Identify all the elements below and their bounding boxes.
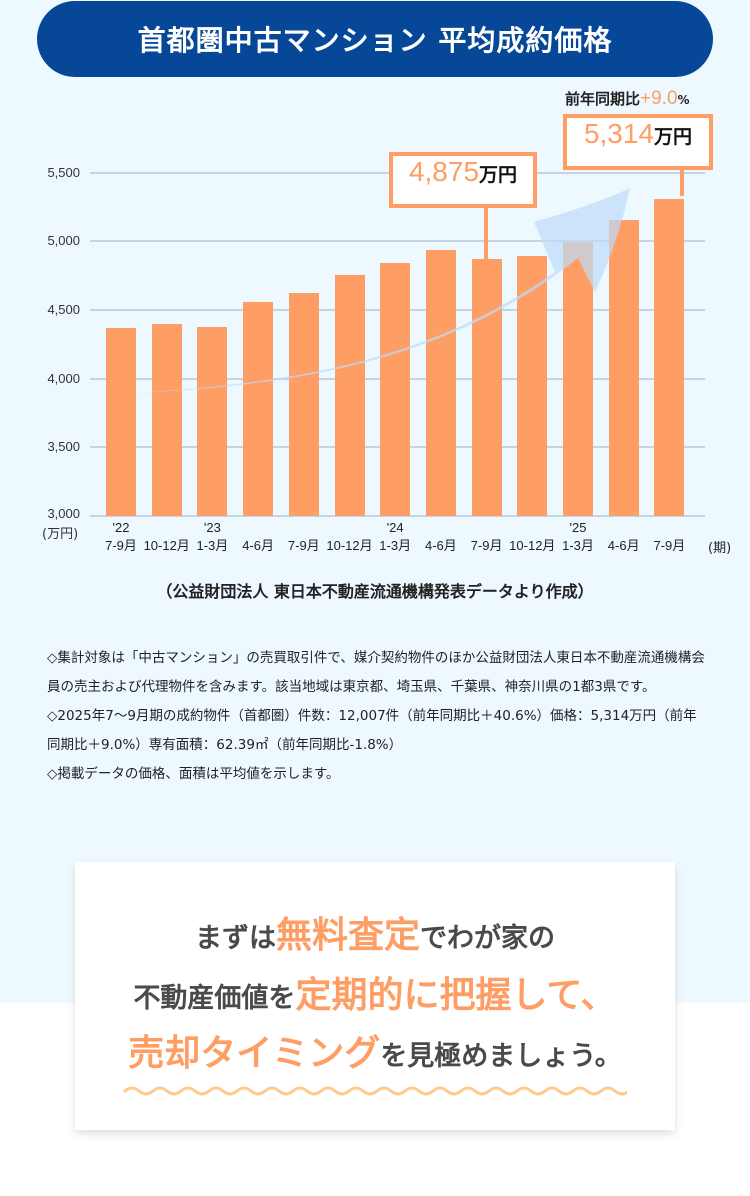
x-tick-label: 4-6月 (406, 519, 476, 555)
y-axis-unit: (万円) (42, 527, 79, 542)
source-note: （公益財団法人 東日本不動産流通機構発表データより作成） (156, 582, 594, 601)
y-tick-label: 3,000 (47, 506, 80, 521)
cta-line-2: 不動産価値を定期的に把握して、 (75, 966, 675, 1018)
x-tick-period: 1-3月 (379, 538, 412, 553)
x-tick-period: 7-9月 (653, 538, 686, 553)
bar (151, 324, 182, 516)
x-tick-period: 10-12月 (509, 538, 556, 553)
yoy-text: 前年同期比 (565, 90, 641, 108)
x-tick-label: '23 1-3月 (177, 519, 247, 555)
x-tick-period: 4-6月 (242, 538, 274, 553)
callout-unit: 万円 (479, 165, 518, 186)
x-tick-period: 7-9月 (287, 538, 320, 553)
x-tick-label: 4-6月 (223, 519, 293, 555)
yoy-value: +9.0 (640, 88, 678, 109)
bar (563, 242, 593, 516)
callout-stem (484, 204, 488, 259)
callout-4875: 4,875 万円 (389, 152, 537, 208)
x-axis-line (90, 515, 705, 517)
y-tick-label: 5,500 (47, 165, 80, 180)
x-tick-period: 1-3月 (562, 538, 594, 553)
wavy-underline-icon (123, 1086, 627, 1096)
bar (471, 259, 502, 516)
bar (517, 255, 548, 516)
x-tick-period: 10-12月 (326, 538, 373, 553)
cta-text: を見極めましょう。 (380, 1041, 622, 1072)
callout-value: 4,875 (408, 156, 480, 187)
y-tick-label: 4,500 (47, 302, 80, 317)
bar (425, 250, 456, 516)
y-tick-label: 4,000 (47, 371, 80, 386)
x-tick-period: 10-12月 (143, 538, 190, 553)
cta-highlight: 売却タイミング (128, 1033, 381, 1074)
x-tick-label: '24 1-3月 (360, 519, 430, 555)
bar (334, 274, 365, 516)
page-title: 首都圏中古マンション 平均成約価格 (37, 1, 713, 77)
y-tick-label: 5,000 (47, 233, 80, 248)
cta-line-1: まずは無料査定でわが家の (75, 906, 675, 958)
gridline (90, 240, 705, 242)
cta-line-3: 売却タイミングを見極めましょう。 (75, 1024, 675, 1076)
cta-card: まずは無料査定でわが家の 不動産価値を定期的に把握して、 売却タイミングを見極め… (75, 862, 675, 1130)
x-tick-period: 4-6月 (424, 538, 457, 553)
cta-text: まずは (194, 923, 276, 954)
callout-unit: 万円 (654, 127, 693, 148)
callout-stem (680, 166, 684, 196)
bar-chart: 5,500 5,000 4,500 4,000 3,500 3,000 (万円)… (0, 0, 750, 560)
cta-text: でわが家の (420, 923, 555, 954)
x-tick-label: 7-9月 (452, 519, 522, 555)
x-tick-year: '23 (203, 520, 221, 535)
x-tick-label: 7-9月 (634, 519, 704, 555)
bar (243, 302, 274, 516)
x-tick-year: '25 (569, 520, 587, 535)
note-item: ◇集計対象は「中古マンション」の売買取引件で、媒介契約物件のほか公益財団法人東日… (47, 650, 705, 695)
x-axis-unit: (期) (708, 541, 732, 556)
x-tick-label: 4-6月 (589, 519, 659, 555)
cta-highlight: 無料査定 (275, 915, 420, 956)
x-tick-label: '25 1-3月 (543, 519, 613, 555)
x-tick-year: '24 (386, 520, 404, 535)
x-tick-year: '22 (112, 520, 130, 535)
cta-text: 不動産価値を (133, 983, 296, 1014)
bar (654, 198, 685, 516)
page-title-text: 首都圏中古マンション 平均成約価格 (137, 24, 613, 57)
callout-value: 5,314 (583, 118, 655, 149)
bar (288, 292, 319, 516)
x-tick-year (634, 519, 704, 537)
note-item: ◇掲載データの価格、面積は平均値を示します。 (47, 766, 340, 782)
callout-5314: 5,314 万円 (563, 114, 713, 170)
x-tick-label: 10-12月 (497, 519, 567, 555)
y-tick-label: 3,500 (47, 439, 80, 454)
bar (106, 328, 136, 516)
x-tick-period: 7-9月 (470, 538, 503, 553)
x-tick-period: 4-6月 (607, 538, 640, 553)
x-tick-label: 10-12月 (132, 519, 202, 555)
yoy-percent: % (677, 93, 690, 107)
x-tick-period: 1-3月 (196, 538, 229, 553)
x-tick-label: '22 7-9月 (86, 519, 156, 555)
cta-highlight: 定期的に把握して、 (295, 975, 617, 1016)
trend-arrow-icon (138, 188, 630, 393)
x-tick-label: 7-9月 (269, 519, 339, 555)
x-tick-label: 10-12月 (315, 519, 385, 555)
bar (608, 220, 639, 516)
bar (380, 262, 411, 516)
notes-block: ◇集計対象は「中古マンション」の売買取引件で、媒介契約物件のほか公益財団法人東日… (47, 644, 707, 789)
bar (197, 326, 228, 516)
x-tick-period: 7-9月 (105, 538, 137, 553)
yoy-label: 前年同期比+9.0% (565, 88, 690, 110)
note-item: ◇2025年7～9月期の成約物件（首都圏）件数：12,007件（前年同期比＋40… (47, 708, 697, 753)
